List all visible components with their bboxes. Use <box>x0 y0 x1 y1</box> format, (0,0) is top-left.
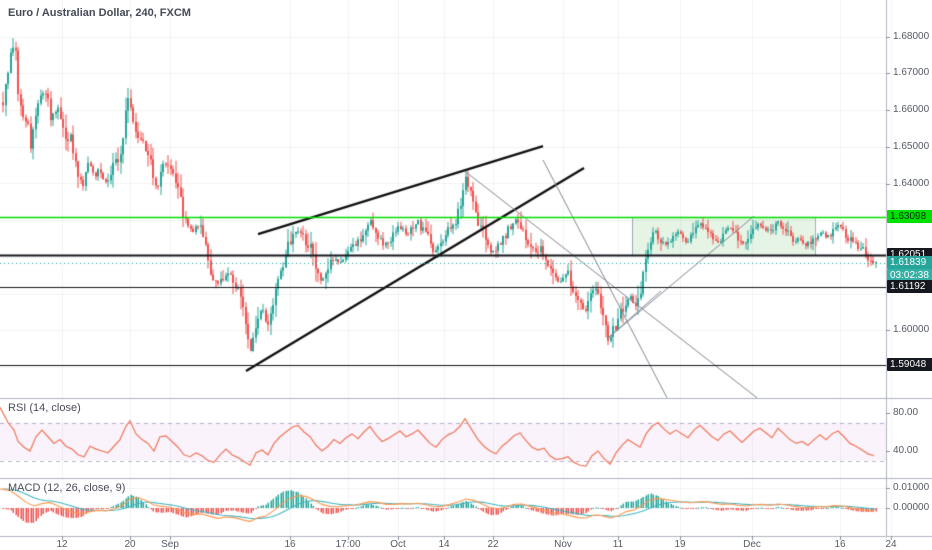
rsi-tick-label: 40.00 <box>893 445 919 456</box>
time-tick-label: 17:00 <box>335 539 361 550</box>
price-tick-label: 1.64000 <box>893 177 930 189</box>
line-price-label: 1.59048 <box>887 358 932 372</box>
price-tick-label: 1.60000 <box>893 324 930 336</box>
macd-tick-label: 0.00000 <box>893 502 930 513</box>
countdown-label: 03:02:38 <box>887 268 932 282</box>
price-tick-label: 1.68000 <box>893 30 930 42</box>
price-tick-label: 1.66000 <box>893 104 930 116</box>
time-tick-label: 11 <box>612 539 624 550</box>
time-tick-label: 20 <box>124 539 136 550</box>
time-tick-label: 19 <box>674 539 686 550</box>
alert-price-label: 1.63098 <box>887 209 932 223</box>
time-tick-label: 24 <box>885 539 897 550</box>
last-price-label: 1.61839 <box>887 255 932 269</box>
time-tick-label: Sep <box>161 539 179 550</box>
time-tick-label: Nov <box>554 539 572 550</box>
macd-tick-label: 0.01000 <box>893 482 930 493</box>
time-tick-label: 12 <box>56 539 68 550</box>
time-tick-label: 16 <box>834 539 846 550</box>
rsi-tick-label: 80.00 <box>893 407 919 418</box>
rsi-indicator-label: RSI (14, close) <box>8 402 81 414</box>
symbol-title: Euro / Australian Dollar, 240, FXCM <box>8 7 191 19</box>
time-tick-label: Oct <box>390 539 406 550</box>
time-tick-label: 22 <box>487 539 499 550</box>
macd-indicator-label: MACD (12, 26, close, 9) <box>8 482 126 494</box>
line-price-label: 1.61192 <box>887 279 932 293</box>
time-tick-label: 16 <box>284 539 296 550</box>
time-tick-label: 14 <box>438 539 450 550</box>
price-tick-label: 1.67000 <box>893 67 930 79</box>
price-tick-label: 1.65000 <box>893 140 930 152</box>
time-tick-label: Dec <box>743 539 761 550</box>
